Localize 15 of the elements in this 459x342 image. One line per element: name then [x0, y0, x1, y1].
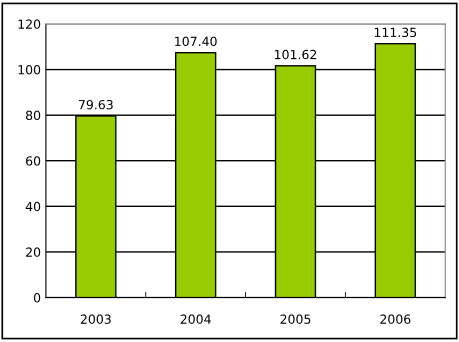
data-label: 107.40 [175, 36, 217, 46]
y-tick-label: 40 [26, 202, 40, 212]
x-tick-label: 2003 [80, 314, 111, 324]
y-tick-label: 120 [18, 19, 40, 29]
y-tick-label: 100 [18, 65, 40, 74]
data-label: 79.63 [78, 100, 113, 110]
x-tick-label: 2005 [280, 314, 310, 324]
y-tick-label: 20 [26, 247, 40, 257]
x-tick-label: 2006 [380, 314, 410, 324]
y-tick-label: 60 [26, 156, 40, 166]
y-tick-label: 80 [26, 110, 40, 120]
x-tick-label: 2004 [180, 314, 211, 324]
y-tick-label: 0 [34, 293, 40, 302]
data-label: 111.35 [374, 28, 416, 38]
data-label: 101.62 [274, 50, 316, 60]
